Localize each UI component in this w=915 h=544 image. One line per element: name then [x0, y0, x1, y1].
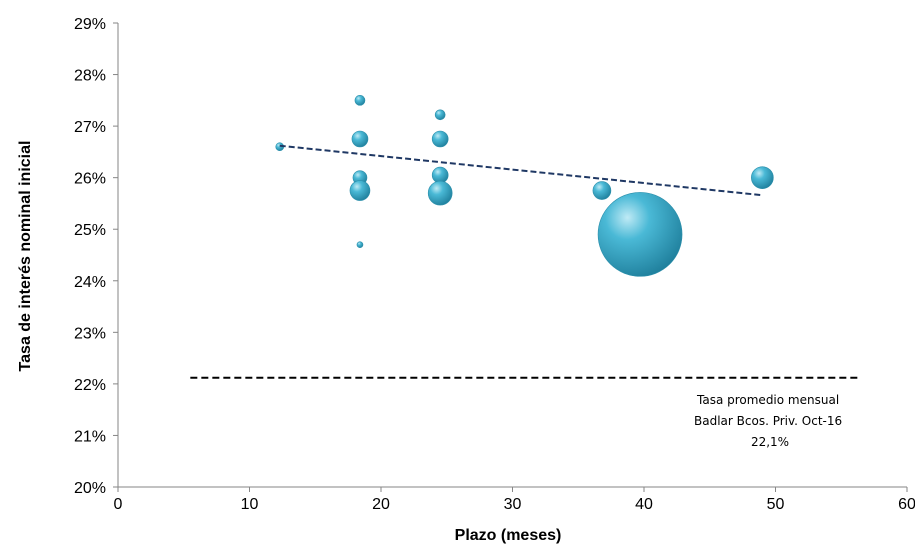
x-tick-label: 20	[372, 496, 390, 513]
bubble	[354, 95, 366, 106]
reference-annotation-line-2: Badlar Bcos. Priv. Oct-16	[694, 414, 842, 428]
x-tick-label: 10	[241, 496, 259, 513]
y-axis-title: Tasa de interés nominal inicial	[17, 141, 34, 372]
y-tick-label: 29%	[74, 16, 106, 33]
y-tick-labels: 20% 21% 22% 23% 24% 25% 26% 27% 28% 29%	[74, 16, 106, 497]
bubble	[434, 109, 446, 121]
bubble	[592, 181, 612, 200]
bubble	[427, 180, 453, 206]
x-tick-labels: 0 10 20 30 40 50 60	[114, 496, 915, 513]
y-tick-label: 21%	[74, 428, 106, 445]
x-tick-label: 40	[635, 496, 653, 513]
x-tick-label: 0	[114, 496, 123, 513]
reference-annotation-line-1: Tasa promedio mensual	[696, 393, 839, 407]
y-tick-label: 20%	[74, 480, 106, 497]
y-tick-label: 22%	[74, 377, 106, 394]
y-tick-label: 27%	[74, 119, 106, 136]
axes	[113, 22, 908, 492]
bubble	[751, 166, 774, 189]
y-tick-label: 26%	[74, 171, 106, 188]
x-tick-label: 30	[504, 496, 522, 513]
bubble	[356, 241, 364, 248]
reference-annotation: Tasa promedio mensual Badlar Bcos. Priv.…	[694, 393, 846, 449]
bubble	[351, 130, 369, 148]
x-tick-label: 60	[898, 496, 915, 513]
bubble	[349, 180, 371, 201]
x-axis-title: Plazo (meses)	[455, 527, 562, 544]
bubble	[431, 166, 449, 184]
x-tick-label: 50	[767, 496, 785, 513]
bubble	[597, 192, 683, 277]
bubbles-layer	[275, 95, 774, 277]
reference-annotation-line-3: 22,1%	[751, 435, 789, 449]
y-tick-label: 23%	[74, 325, 106, 342]
y-tick-label: 25%	[74, 222, 106, 239]
y-tick-label: 28%	[74, 68, 106, 85]
bubble	[431, 130, 449, 148]
y-tick-label: 24%	[74, 274, 106, 291]
